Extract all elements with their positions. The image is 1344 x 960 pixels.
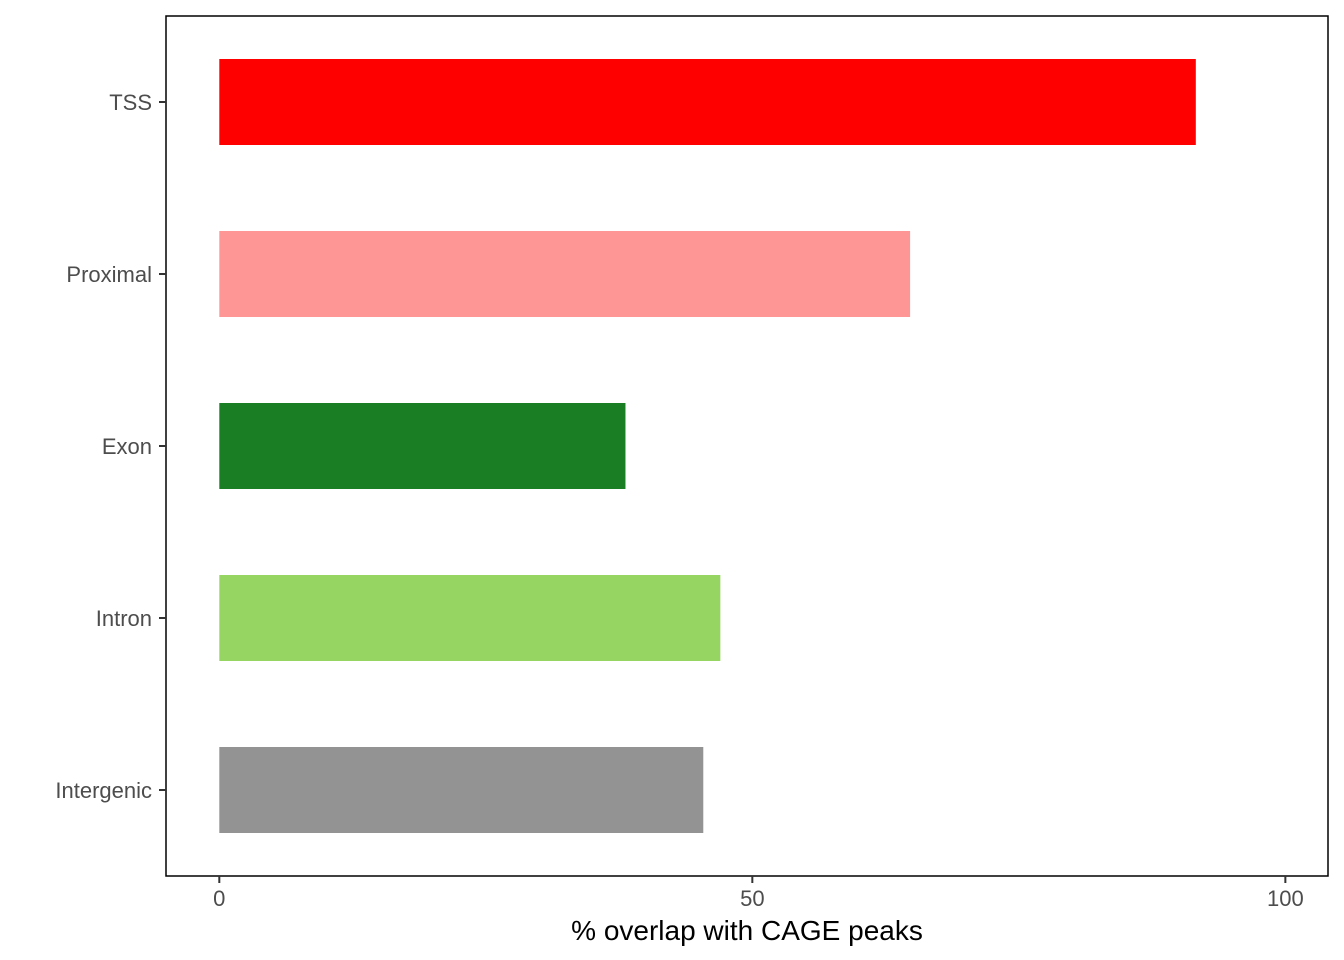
y-tick-label-tss: TSS [109,90,152,115]
y-tick-label-intergenic: Intergenic [55,778,152,803]
x-tick-label-100: 100 [1267,886,1304,911]
x-tick-label-50: 50 [740,886,764,911]
y-axis: TSS Proximal Exon Intron Intergenic [55,90,166,803]
y-tick-label-exon: Exon [102,434,152,459]
bar-intergenic [219,747,704,833]
x-axis-title: % overlap with CAGE peaks [571,915,923,946]
bars-group [219,59,1196,833]
bar-tss [219,59,1196,145]
bar-intron [219,575,721,661]
x-axis: 0 50 100 [213,876,1304,911]
bar-proximal [219,231,911,317]
y-tick-label-proximal: Proximal [66,262,152,287]
y-tick-label-intron: Intron [96,606,152,631]
x-tick-label-0: 0 [213,886,225,911]
bar-exon [219,403,626,489]
